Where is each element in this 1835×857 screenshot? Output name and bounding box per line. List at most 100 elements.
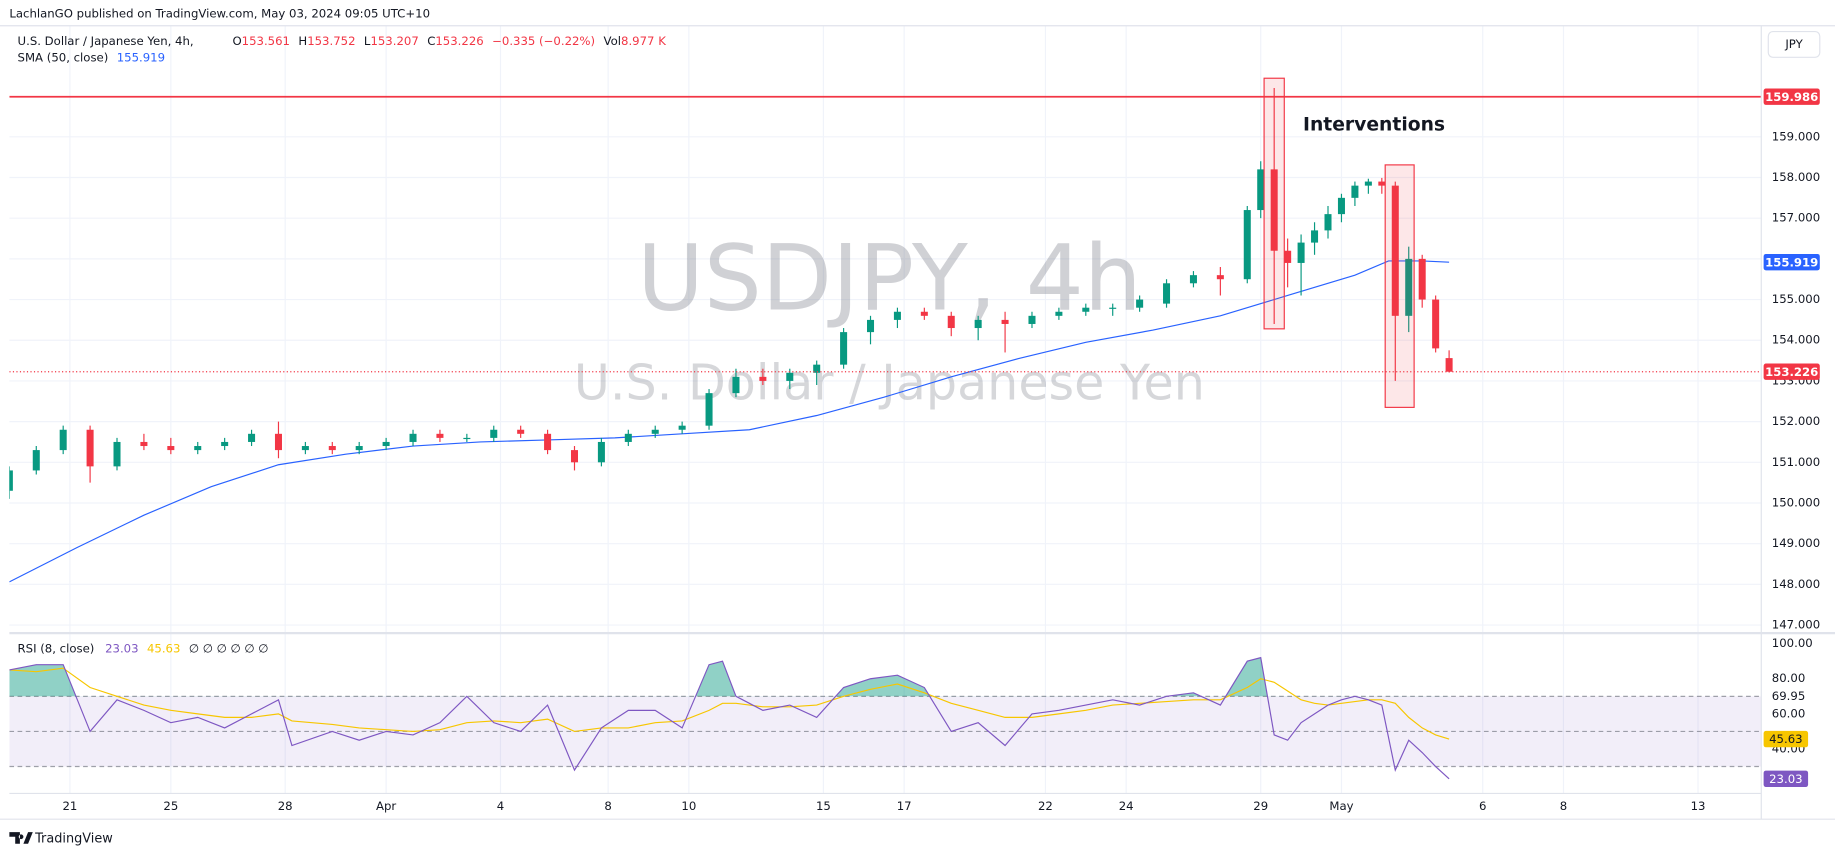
candle-body <box>140 441 148 447</box>
candle-body <box>867 319 875 333</box>
currency-button-frame[interactable] <box>1767 31 1821 58</box>
candle-body <box>1337 197 1345 215</box>
sma-value: 155.919 <box>117 50 165 64</box>
rsi-value: 23.03 <box>105 641 138 655</box>
y-tick-label: 147.000 <box>1772 618 1820 632</box>
candle-body <box>1163 283 1171 304</box>
currency-button[interactable]: JPY <box>1767 31 1821 58</box>
candle-body <box>759 376 767 381</box>
candle-body <box>597 441 605 463</box>
price-badge <box>1763 363 1820 380</box>
x-tick-label: 25 <box>163 799 178 813</box>
candle-body <box>1028 315 1036 324</box>
low-value: 153.207 <box>370 33 418 47</box>
candle-body <box>1351 185 1359 198</box>
candle-body <box>301 446 309 451</box>
rsi-legend: RSI (8, close) 23.03 45.63 ∅ ∅ ∅ ∅ ∅ ∅ <box>18 641 269 655</box>
candle-body <box>1418 258 1426 300</box>
rsi-badge-label: 45.63 <box>1769 732 1802 746</box>
x-tick-label: 6 <box>1479 799 1486 813</box>
annotation-text: Interventions <box>1303 115 1445 136</box>
price-legend: U.S. Dollar / Japanese Yen, 4h, O153.561… <box>18 33 667 47</box>
candle-body <box>1445 358 1453 372</box>
axes <box>0 25 1835 820</box>
y-tick-label: 155.000 <box>1772 292 1820 306</box>
candle-body <box>86 429 94 467</box>
candle-body <box>1284 250 1292 263</box>
sma-line <box>9 260 1450 583</box>
candle-body <box>167 446 175 451</box>
resistance-badge <box>1763 88 1820 105</box>
candle-body <box>1136 299 1144 308</box>
rsi-badge-label: 23.03 <box>1769 772 1802 786</box>
y-tick-label: 154.000 <box>1772 333 1820 347</box>
watermark: USDJPY, 4h U.S. Dollar / Japanese Yen <box>574 224 1205 411</box>
x-tick-label: 8 <box>604 799 611 813</box>
y-tick-label: 152.000 <box>1772 414 1820 428</box>
open-label: O <box>232 33 241 47</box>
x-tick-label: 8 <box>1560 799 1567 813</box>
x-tick-label: 29 <box>1253 799 1268 813</box>
change-value: −0.335 (−0.22%) <box>492 33 595 47</box>
rsi-badge <box>1763 730 1809 748</box>
open-value: 153.561 <box>242 33 290 47</box>
candle-body <box>1311 230 1319 243</box>
high-label: H <box>298 33 307 47</box>
candle-body <box>1297 242 1305 263</box>
candle-body <box>1109 307 1117 309</box>
labels: 21 25 28 Apr 4 8 10 15 17 22 24 29 May 6 8 13 147.000 148… <box>62 88 1820 813</box>
logo-mark <box>9 832 33 844</box>
sma-badge-label: 155.919 <box>1765 255 1818 269</box>
y-tick-label: 151.000 <box>1772 455 1820 469</box>
rsi-tick-label: 80.00 <box>1772 671 1805 685</box>
rsi-line <box>9 656 1450 780</box>
candle-body <box>624 433 632 442</box>
y-tick-label: 157.000 <box>1772 211 1820 225</box>
sma-legend: SMA (50, close) 155.919 <box>18 50 165 64</box>
candle-body <box>9 470 13 491</box>
y-tick-label: 159.000 <box>1772 129 1820 143</box>
candle-body <box>436 433 444 438</box>
footer-brand: TradingView <box>34 832 113 847</box>
watermark-description: U.S. Dollar / Japanese Yen <box>574 354 1205 412</box>
candle-body <box>678 425 686 430</box>
x-tick-label: May <box>1329 799 1353 813</box>
candle-body <box>32 450 40 471</box>
currency-button-label[interactable]: JPY <box>1784 37 1803 51</box>
candle-body <box>1270 169 1278 251</box>
candle-body <box>517 429 525 434</box>
candle-body <box>920 311 928 316</box>
rsi-tick-label: 60.00 <box>1772 706 1805 720</box>
rsi-ma-value: 45.63 <box>147 641 180 655</box>
rsi-badge <box>1763 770 1809 788</box>
candle-body <box>732 376 740 394</box>
candle-body <box>328 446 336 451</box>
candle-body <box>893 311 901 320</box>
candle-body <box>840 332 848 365</box>
price-pane <box>9 77 1762 583</box>
publisher-line: LachlanGO published on TradingView.com, … <box>9 7 430 21</box>
candle-body <box>382 441 390 447</box>
x-tick-label: 24 <box>1119 799 1134 813</box>
x-tick-label: 13 <box>1691 799 1706 813</box>
intervention-box <box>1263 77 1285 330</box>
intervention-box <box>1384 164 1415 408</box>
symbol-title: U.S. Dollar / Japanese Yen, 4h, <box>18 33 194 47</box>
candle-body <box>1364 181 1372 186</box>
rsi-tick-label: 69.95 <box>1772 689 1805 703</box>
candle-body <box>463 437 471 440</box>
candle-body <box>1055 311 1063 316</box>
sma-badge <box>1763 253 1820 271</box>
resistance-badge-label: 159.986 <box>1765 90 1818 104</box>
candle-body <box>1216 275 1224 280</box>
rsi-title: RSI (8, close) <box>18 641 95 655</box>
x-tick-label: 17 <box>897 799 912 813</box>
x-tick-label: 4 <box>497 799 504 813</box>
x-tick-label: 22 <box>1038 799 1053 813</box>
footer-logo: TradingView <box>9 832 113 847</box>
candle-body <box>1082 307 1090 312</box>
grid <box>9 25 1762 794</box>
candle-body <box>705 393 713 426</box>
low-label: L <box>364 33 371 47</box>
